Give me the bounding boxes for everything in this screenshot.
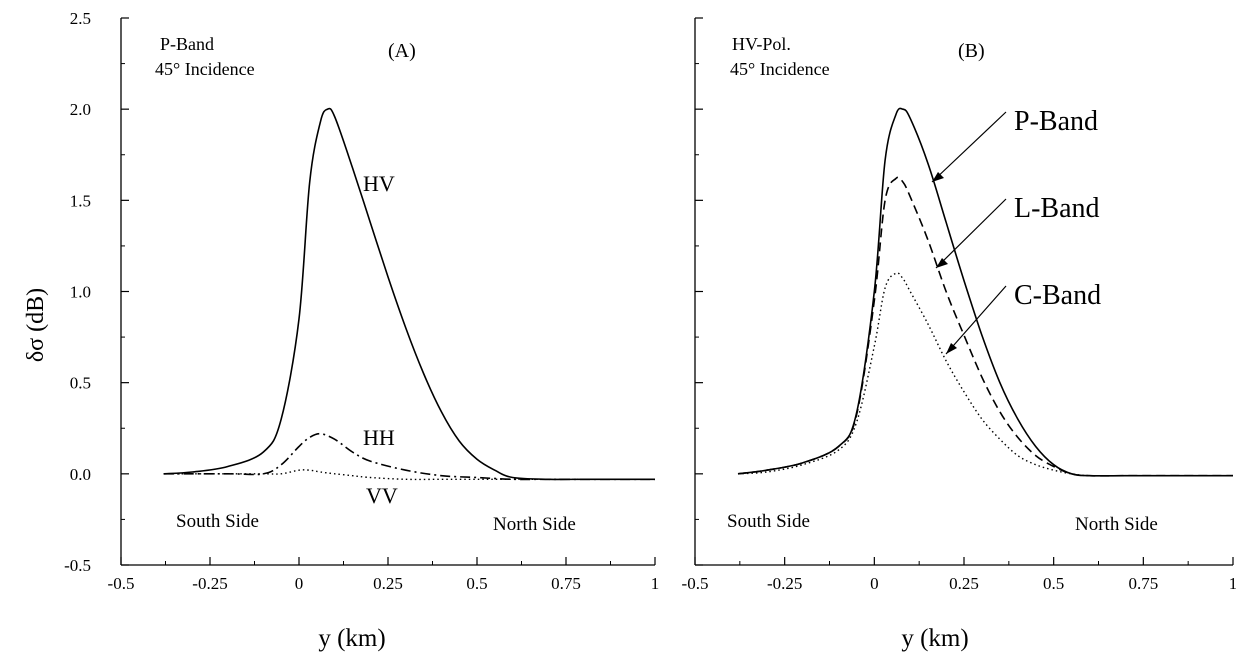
panel-a-y-tick-label: 2.0 — [70, 100, 91, 119]
panel-a-y-tick-label: 0.5 — [70, 374, 91, 393]
label-hv: HV — [363, 171, 395, 196]
panel-b-x-tick-label: 0.5 — [1043, 574, 1064, 593]
panel-a-x-tick-label: -0.25 — [192, 574, 227, 593]
panel-a-x-tick-label: 0 — [295, 574, 304, 593]
arrow-l-band-head — [936, 258, 948, 268]
arrow-l-band — [935, 198, 1007, 269]
panel-b-label: (B) — [958, 40, 985, 62]
panel-a-x-axis-label: y (km) — [318, 625, 385, 652]
panel-b-curves — [737, 107, 1233, 477]
label-hh: HH — [363, 425, 395, 450]
panel-b-note-pol: HV-Pol. — [732, 34, 791, 54]
series-l-band — [737, 176, 1233, 477]
panel-a-x-tick-label: 0.75 — [551, 574, 581, 593]
panel-a-note-incidence: 45° Incidence — [155, 59, 255, 79]
panel-b-x-tick-label: -0.5 — [682, 574, 709, 593]
panel-b-x-tick-label: 1 — [1229, 574, 1236, 593]
panel-b-x-tick-label: 0.25 — [949, 574, 979, 593]
panel-b-x-axis-label: y (km) — [901, 625, 968, 652]
panel-a-ticks: -0.5 -0.25 0 0.25 0.5 0.75 1 2.5 2.0 1.5 1.0 0.5 0.0… — [64, 9, 659, 593]
panel-a-x-tick-label: 1 — [651, 574, 660, 593]
label-l-band: L-Band — [1014, 193, 1100, 224]
panel-a-x-tick-label: 0.25 — [373, 574, 403, 593]
panel-b-note-incidence: 45° Incidence — [730, 59, 830, 79]
panel-b-ticks: -0.5 -0.25 0 0.25 0.5 0.75 1 — [682, 17, 1236, 593]
arrow-c-band-head — [946, 343, 957, 354]
label-c-band: C-Band — [1014, 280, 1101, 311]
panel-a-x-tick-label: -0.5 — [108, 574, 135, 593]
panel-a-north-side: North Side — [493, 514, 576, 535]
panel-b-x-tick-label: -0.25 — [767, 574, 802, 593]
label-p-band: P-Band — [1014, 106, 1098, 137]
label-vv: VV — [366, 483, 398, 508]
panel-a-curves — [163, 107, 655, 481]
panel-a-y-axis-label: δσ (dB) — [23, 288, 49, 362]
panel-a-label: (A) — [388, 40, 416, 62]
series-p-band — [737, 107, 1233, 477]
arrow-c-band — [945, 285, 1007, 355]
panel-a-y-tick-label: 1.5 — [70, 191, 91, 210]
panel-a-note-band: P-Band — [160, 34, 214, 54]
panel-a-y-tick-label: 0.0 — [70, 465, 91, 484]
panel-a-south-side: South Side — [176, 511, 259, 532]
panel-a-y-tick-label: 1.0 — [70, 283, 91, 302]
series-hv — [163, 107, 655, 481]
panel-b: -0.5 -0.25 0 0.25 0.5 0.75 1 HV-Pol. 45° Incid… — [682, 17, 1236, 652]
panel-b-x-tick-label: 0.75 — [1128, 574, 1158, 593]
panel-a: -0.5 -0.25 0 0.25 0.5 0.75 1 2.5 2.0 1.5 1.0 0.5 0.0… — [23, 9, 659, 652]
arrow-p-band-head — [932, 172, 944, 182]
panel-a-y-tick-label: -0.5 — [64, 556, 91, 575]
series-hh — [163, 432, 655, 481]
panel-b-south-side: South Side — [727, 511, 810, 532]
panel-b-x-tick-label: 0 — [870, 574, 879, 593]
series-c-band — [737, 272, 1233, 477]
panel-a-y-tick-label: 2.5 — [70, 9, 91, 28]
panel-b-north-side: North Side — [1075, 514, 1158, 535]
panel-a-x-tick-label: 0.5 — [466, 574, 487, 593]
arrow-p-band — [931, 111, 1007, 183]
series-vv — [163, 469, 655, 481]
